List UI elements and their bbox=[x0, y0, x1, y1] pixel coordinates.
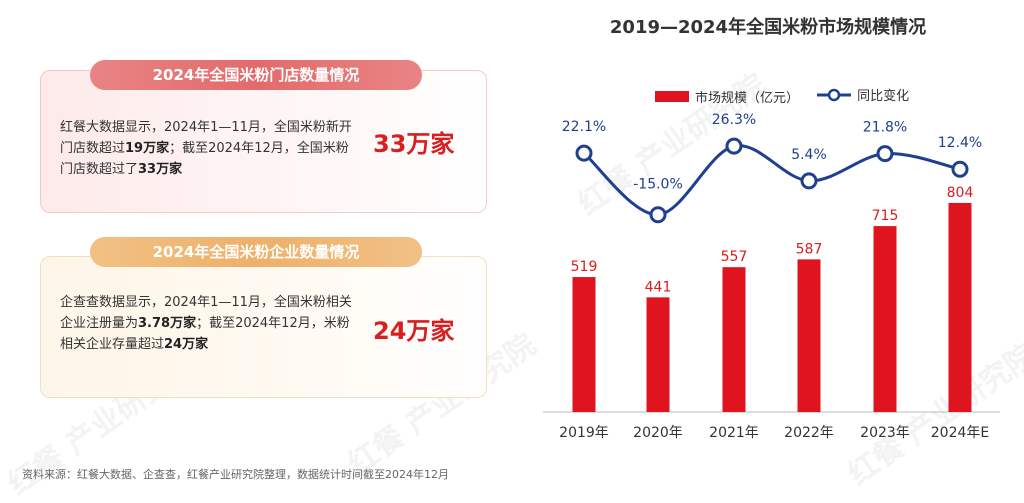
x-tick-label: 2020年 bbox=[633, 425, 683, 441]
yoy-value-label: 22.1% bbox=[562, 119, 606, 135]
source-note: 资料来源：红餐大数据、企查查，红餐产业研究院整理，数据统计时间截至2024年12… bbox=[22, 468, 449, 481]
yoy-point bbox=[575, 144, 593, 162]
legend-bar-label: 市场规模（亿元） bbox=[695, 90, 800, 106]
store-count-title: 2024年全国米粉门店数量情况 bbox=[90, 60, 422, 90]
enterprise-count-title: 2024年全国米粉企业数量情况 bbox=[90, 237, 422, 267]
yoy-point bbox=[800, 172, 818, 190]
yoy-value-label: -15.0% bbox=[633, 177, 683, 193]
yoy-point bbox=[951, 160, 969, 178]
store-count-card bbox=[40, 70, 487, 213]
enterprise-count-card bbox=[40, 256, 487, 398]
legend-line-swatch bbox=[817, 88, 852, 101]
bar-value-label: 587 bbox=[796, 241, 823, 257]
bar-value-label: 804 bbox=[947, 185, 974, 201]
store-count-highlight: 33万家 bbox=[373, 130, 455, 158]
x-tick-label: 2019年 bbox=[559, 425, 609, 441]
x-tick-label: 2023年 bbox=[860, 425, 910, 441]
x-tick-label: 2024年E bbox=[931, 425, 989, 441]
chart-title: 2019—2024年全国米粉市场规模情况 bbox=[609, 17, 927, 38]
yoy-value-label: 26.3% bbox=[712, 112, 756, 128]
bar-value-label: 715 bbox=[872, 208, 899, 224]
yoy-point bbox=[725, 137, 743, 155]
bar bbox=[873, 226, 897, 412]
bar-value-label: 519 bbox=[571, 259, 598, 275]
yoy-value-label: 21.8% bbox=[863, 120, 907, 136]
bar bbox=[948, 202, 972, 412]
legend-bar-swatch bbox=[655, 90, 689, 102]
enterprise-count-highlight: 24万家 bbox=[373, 317, 455, 345]
yoy-point bbox=[876, 145, 894, 163]
bar bbox=[646, 297, 670, 412]
bar bbox=[722, 267, 746, 412]
bar-value-label: 557 bbox=[721, 249, 748, 265]
legend-line-label: 同比变化 bbox=[857, 89, 910, 104]
yoy-value-label: 12.4% bbox=[938, 135, 982, 151]
bar bbox=[797, 259, 821, 412]
bar-value-label: 441 bbox=[645, 279, 672, 295]
legend-item-bar: 市场规模（亿元） bbox=[655, 87, 799, 106]
store-count-description: 红餐大数据显示，2024年1—11月，全国米粉新开门店数超过19万家；截至202… bbox=[60, 120, 352, 177]
bar bbox=[572, 277, 596, 412]
x-tick-label: 2022年 bbox=[784, 425, 834, 441]
yoy-value-label: 5.4% bbox=[791, 147, 827, 163]
yoy-point bbox=[649, 206, 667, 224]
legend-item-line: 同比变化 bbox=[817, 85, 909, 104]
enterprise-count-description: 企查查数据显示，2024年1—11月，全国米粉相关企业注册量为3.78万家；截至… bbox=[60, 295, 352, 352]
x-tick-label: 2021年 bbox=[709, 425, 759, 441]
chart-legend: 市场规模（亿元） 同比变化 bbox=[655, 85, 923, 106]
